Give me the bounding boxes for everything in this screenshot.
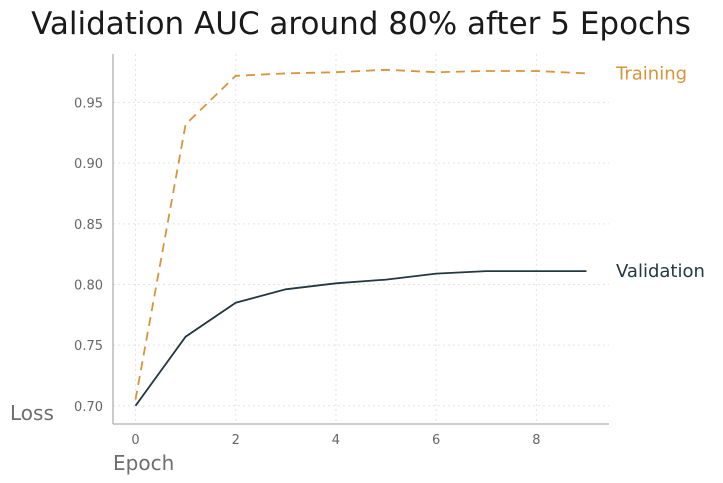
grid [113,54,609,424]
y-tick-label: 0.90 [74,157,103,172]
validation-series-line [134,270,587,407]
y-axis-label: Loss [10,401,54,425]
training-series-line [134,68,587,400]
x-tick-label: 4 [332,433,340,448]
x-axis-label: Epoch [113,451,174,475]
chart-title: Validation AUC around 80% after 5 Epochs [31,6,691,42]
training-series-label: Training [615,63,687,84]
y-tick-label: 0.85 [74,218,103,233]
y-tick-label: 0.70 [74,400,103,415]
series-labels: Training Validation [615,63,705,282]
y-tick-label: 0.95 [74,97,103,112]
x-tick-label: 0 [131,433,139,448]
y-tick-label: 0.80 [74,278,103,293]
series [134,68,587,407]
validation-series-label: Validation [616,261,705,282]
y-tick-label: 0.75 [74,339,103,354]
x-tick-label: 8 [532,433,540,448]
x-tick-label: 6 [432,433,440,448]
x-tick-label: 2 [232,433,240,448]
tick-labels: 0 2 4 6 8 0.70 0.75 0.80 0.85 0.90 0.95 [74,97,540,448]
